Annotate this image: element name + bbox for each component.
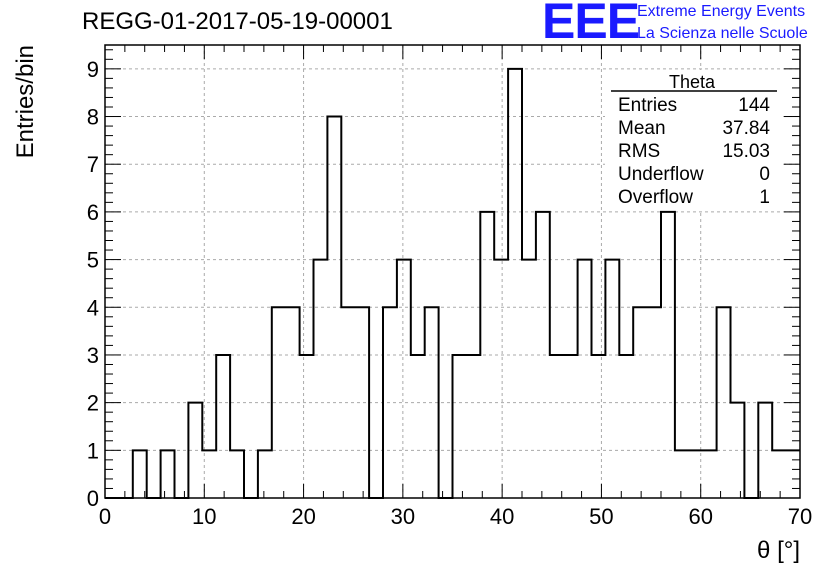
chart-title: REGG-01-2017-05-19-00001 [82, 8, 393, 35]
stats-label: Entries [618, 95, 677, 116]
histogram-bin [397, 260, 411, 498]
stats-label: Overflow [618, 187, 693, 208]
histogram-bin [772, 450, 786, 498]
plot-frame [104, 44, 801, 499]
histogram-bin [341, 307, 355, 498]
x-tick-label: 30 [391, 504, 415, 529]
y-tick-label: 5 [87, 248, 99, 273]
stats-value: 15.03 [722, 141, 770, 162]
histogram-bin [592, 355, 606, 498]
x-tick-label: 20 [291, 504, 315, 529]
y-tick-label: 2 [87, 391, 99, 416]
stats-label: Underflow [618, 164, 704, 185]
y-tick-label: 0 [87, 486, 99, 511]
histogram-bin [717, 307, 731, 498]
stats-value: 37.84 [722, 118, 770, 139]
logo-subtitle-1: Extreme Energy Events [637, 3, 806, 20]
histogram-bin [327, 117, 341, 498]
histogram-bin [578, 260, 592, 498]
histogram-bin [647, 307, 661, 498]
histogram-bin [661, 212, 675, 498]
stats-box [605, 70, 780, 210]
histogram-bin [758, 403, 772, 498]
y-tick-label: 6 [87, 200, 99, 225]
x-tick-label: 60 [688, 504, 712, 529]
histogram-bin [411, 355, 425, 498]
histogram-bin [703, 450, 717, 498]
histogram-bin [286, 307, 300, 498]
y-tick-label: 4 [87, 295, 99, 320]
histogram-bin [675, 450, 689, 498]
stats-title: Theta [669, 72, 716, 92]
y-tick-label: 9 [87, 57, 99, 82]
histogram-bin [355, 307, 369, 498]
y-tick-label: 3 [87, 343, 99, 368]
histogram-bin [522, 260, 536, 498]
histogram-bin [258, 450, 272, 498]
histogram-bin [133, 450, 147, 498]
x-tick-label: 70 [788, 504, 812, 529]
logo-subtitle-2: La Scienza nelle Scuole [637, 25, 808, 42]
histogram-bin [230, 450, 244, 498]
x-tick-label: 50 [589, 504, 613, 529]
x-tick-label: 40 [490, 504, 514, 529]
x-axis-label: θ [°] [757, 537, 800, 564]
histogram-bin [536, 212, 550, 498]
x-tick-label: 0 [99, 504, 111, 529]
stats-label: RMS [618, 141, 660, 162]
stats-value: 144 [738, 95, 770, 116]
y-tick-label: 7 [87, 152, 99, 177]
histogram-bin [300, 355, 314, 498]
histogram-bin [314, 260, 328, 498]
stats-value: 0 [759, 164, 770, 185]
histogram-bin [480, 212, 494, 498]
histogram-bin [633, 307, 647, 498]
histogram-bin [550, 355, 564, 498]
histogram-bin [786, 450, 800, 498]
histogram-bin [272, 307, 286, 498]
histogram-bin [216, 355, 230, 498]
stats-value: 1 [759, 187, 770, 208]
histogram-bin [161, 450, 175, 498]
y-tick-label: 1 [87, 438, 99, 463]
histogram-bin [453, 355, 467, 498]
stats-label: Mean [618, 118, 666, 139]
histogram-bin [731, 403, 745, 498]
histogram-bin [508, 69, 522, 498]
histogram-bin [466, 355, 480, 498]
histogram-bin [564, 355, 578, 498]
y-axis-label: Entries/bin [12, 45, 39, 158]
x-tick-label: 10 [192, 504, 216, 529]
histogram-bin [619, 355, 633, 498]
histogram-bin [188, 403, 202, 498]
y-tick-label: 8 [87, 105, 99, 130]
histogram-bin [605, 260, 619, 498]
histogram-bin [383, 307, 397, 498]
eee-logo: EEE [542, 0, 640, 49]
histogram-bin [425, 307, 439, 498]
histogram-bin [494, 260, 508, 498]
